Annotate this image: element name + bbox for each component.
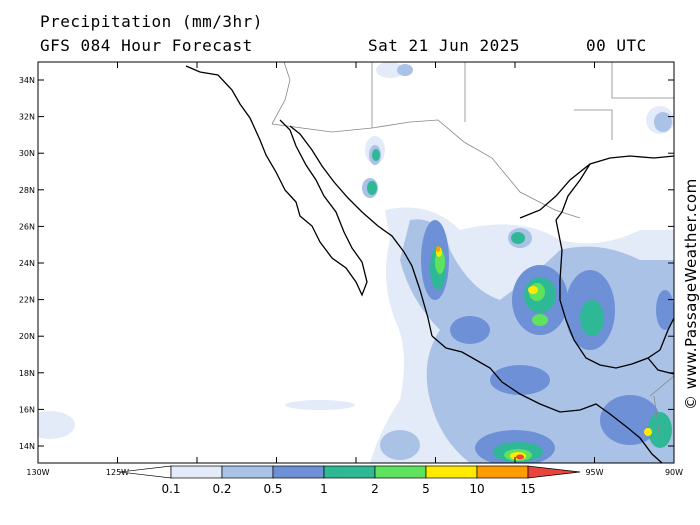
legend-label: 10: [469, 482, 484, 496]
legend-swatch: [323, 465, 376, 479]
legend-label: 0.1: [161, 482, 180, 496]
lon-label: 125W: [106, 468, 129, 477]
legend-swatch: [170, 465, 223, 479]
legend-swatch: [476, 465, 529, 479]
lat-label: 16N: [19, 405, 35, 414]
country-borders: [271, 62, 674, 441]
precip-legend: 0.1 0.2 0.5 1 2 5 10 15: [119, 465, 581, 496]
lat-label: 30N: [19, 149, 35, 158]
precip-band-extreme: [436, 246, 524, 460]
legend-swatch: [374, 465, 427, 479]
lat-label: 24N: [19, 259, 35, 268]
legend-swatch: [272, 465, 325, 479]
lat-label: 32N: [19, 113, 35, 122]
lat-label: 18N: [19, 369, 35, 378]
legend-label: 5: [422, 482, 430, 496]
lat-label: 20N: [19, 332, 35, 341]
lon-label: 90W: [665, 468, 683, 477]
legend-label: 0.5: [263, 482, 282, 496]
legend-label: 0.2: [212, 482, 231, 496]
copyright-text: © www.PassageWeather.com: [682, 178, 700, 410]
coastline: [185, 65, 674, 463]
lat-label: 34N: [19, 76, 35, 85]
legend-swatch: [221, 465, 274, 479]
lat-label: 14N: [19, 442, 35, 451]
legend-label: 2: [371, 482, 379, 496]
forecast-model-label: GFS 084 Hour Forecast: [40, 36, 253, 55]
lon-label: 95W: [585, 468, 603, 477]
legend-label: 1: [320, 482, 328, 496]
lon-label: 130W: [26, 468, 49, 477]
precip-layer: [38, 62, 674, 463]
forecast-time: 00 UTC: [586, 36, 647, 55]
legend-label: 15: [520, 482, 535, 496]
lat-label: 22N: [19, 296, 35, 305]
lat-label: 28N: [19, 186, 35, 195]
legend-arrow-high: [527, 465, 581, 479]
map-title: Precipitation (mm/3hr): [40, 12, 263, 31]
legend-swatch: [425, 465, 478, 479]
lat-label: 26N: [19, 222, 35, 231]
forecast-date: Sat 21 Jun 2025: [368, 36, 520, 55]
latitude-axis: 34N 32N 30N 28N 26N 24N 22N 20N 18N 16N 14N: [19, 76, 674, 451]
